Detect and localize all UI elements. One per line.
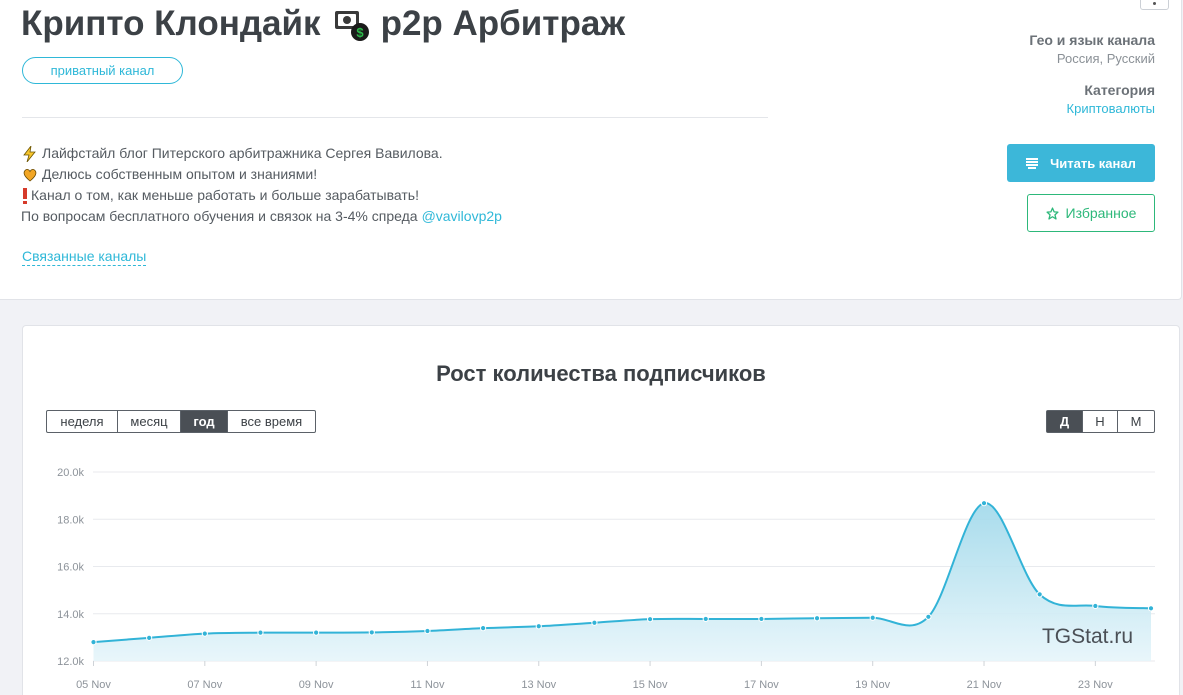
data-point[interactable] — [146, 634, 153, 641]
contact-text: По вопросам бесплатного обучения и связо… — [21, 208, 418, 224]
x-tick-label: 17 Nov — [744, 679, 779, 691]
x-tick-label: 15 Nov — [633, 679, 668, 691]
related-channels-link[interactable]: Связанные каналы — [22, 248, 147, 266]
favorite-button[interactable]: Избранное — [1027, 194, 1155, 232]
dot-icon — [1153, 2, 1156, 5]
data-point[interactable] — [980, 500, 988, 507]
watermark: TGStat.ru — [1042, 625, 1133, 648]
more-menu-button[interactable] — [1140, 0, 1169, 10]
description-line: Делюсь собственным опытом и знаниями! — [21, 164, 502, 185]
period-tab-all-time[interactable]: все время — [240, 414, 303, 429]
divider — [22, 117, 768, 118]
contact-link[interactable]: @vavilovp2p — [421, 208, 502, 224]
y-tick-label: 20.0k — [57, 467, 84, 479]
x-tick-label: 19 Nov — [855, 679, 890, 691]
data-point[interactable] — [1036, 591, 1043, 598]
channel-info-card — [0, 0, 1182, 300]
description-text: Лайфстайл блог Питерского арбитражника С… — [42, 145, 443, 161]
data-point[interactable] — [702, 615, 709, 623]
description-line: Канал о том, как меньше работать и больш… — [21, 185, 502, 206]
read-channel-button[interactable]: Читать канал — [1007, 144, 1155, 182]
description-text: Делюсь собственным опытом и знаниями! — [42, 166, 318, 182]
data-point[interactable] — [257, 629, 264, 636]
favorite-label: Избранное — [1065, 205, 1137, 221]
channel-description: Лайфстайл блог Питерского арбитражника С… — [21, 143, 502, 227]
period-selector: неделя месяц год все время — [46, 410, 316, 433]
title-text-part1: Крипто Клондайк — [21, 4, 321, 43]
x-tick-label: 13 Nov — [521, 679, 556, 691]
description-text: Канал о том, как меньше работать и больш… — [31, 187, 419, 203]
data-point[interactable] — [646, 616, 654, 623]
geo-block: Гео и язык канала Россия, Русский — [1029, 32, 1155, 66]
exclamation-icon — [21, 187, 29, 204]
granularity-tab-day[interactable]: Д — [1047, 411, 1083, 432]
data-point[interactable] — [1092, 602, 1099, 610]
x-tick-label: 05 Nov — [76, 679, 111, 691]
granularity-tab-month[interactable]: М — [1130, 414, 1142, 429]
data-point[interactable] — [535, 623, 542, 630]
read-channel-label: Читать канал — [1050, 155, 1136, 171]
x-tick-label: 11 Nov — [410, 679, 445, 691]
list-icon — [1026, 157, 1039, 169]
svg-text:$: $ — [356, 25, 364, 40]
category-link[interactable]: Криптовалюты — [1066, 101, 1155, 116]
description-line: По вопросам бесплатного обучения и связо… — [21, 206, 502, 227]
data-point[interactable] — [869, 614, 876, 621]
description-line: Лайфстайл блог Питерского арбитражника С… — [21, 143, 502, 164]
y-tick-label: 14.0k — [57, 609, 84, 621]
period-tab-month[interactable]: месяц — [118, 411, 181, 432]
y-tick-label: 12.0k — [57, 656, 84, 668]
data-point[interactable] — [591, 619, 598, 626]
data-point[interactable] — [1147, 605, 1155, 612]
period-tab-week[interactable]: неделя — [47, 411, 118, 432]
data-point[interactable] — [90, 639, 97, 646]
data-point[interactable] — [201, 630, 208, 637]
chart-title: Рост количества подписчиков — [436, 361, 766, 386]
channel-title: Крипто Клондайк $ p2p Арбитраж — [21, 4, 625, 44]
heart-icon — [21, 166, 38, 183]
data-point[interactable] — [313, 629, 320, 636]
lightning-icon — [21, 145, 38, 162]
data-point[interactable] — [758, 615, 765, 623]
category-block: Категория Криптовалюты — [1067, 82, 1155, 116]
title-text-part2: p2p Арбитраж — [380, 4, 626, 43]
data-point[interactable] — [368, 629, 375, 636]
geo-label: Гео и язык канала — [1029, 32, 1155, 48]
x-tick-label: 23 Nov — [1078, 679, 1113, 691]
geo-value: Россия, Русский — [1056, 51, 1155, 66]
y-tick-label: 18.0k — [57, 514, 84, 526]
data-point[interactable] — [424, 627, 431, 635]
star-icon — [1045, 206, 1059, 220]
category-label: Категория — [1084, 82, 1155, 98]
private-channel-badge: приватный канал — [22, 57, 183, 84]
chart-area — [93, 503, 1151, 661]
x-tick-label: 07 Nov — [187, 679, 222, 691]
data-point[interactable] — [813, 615, 821, 622]
x-tick-label: 21 Nov — [967, 679, 1002, 691]
data-point[interactable] — [480, 625, 487, 632]
money-bag-icon: $ — [331, 5, 371, 43]
granularity-selector: Д Н М — [1046, 410, 1155, 433]
period-tab-year[interactable]: год — [181, 411, 228, 432]
y-tick-label: 16.0k — [57, 562, 84, 574]
x-tick-label: 09 Nov — [299, 679, 334, 691]
granularity-tab-week[interactable]: Н — [1083, 411, 1118, 432]
data-point[interactable] — [925, 613, 932, 620]
